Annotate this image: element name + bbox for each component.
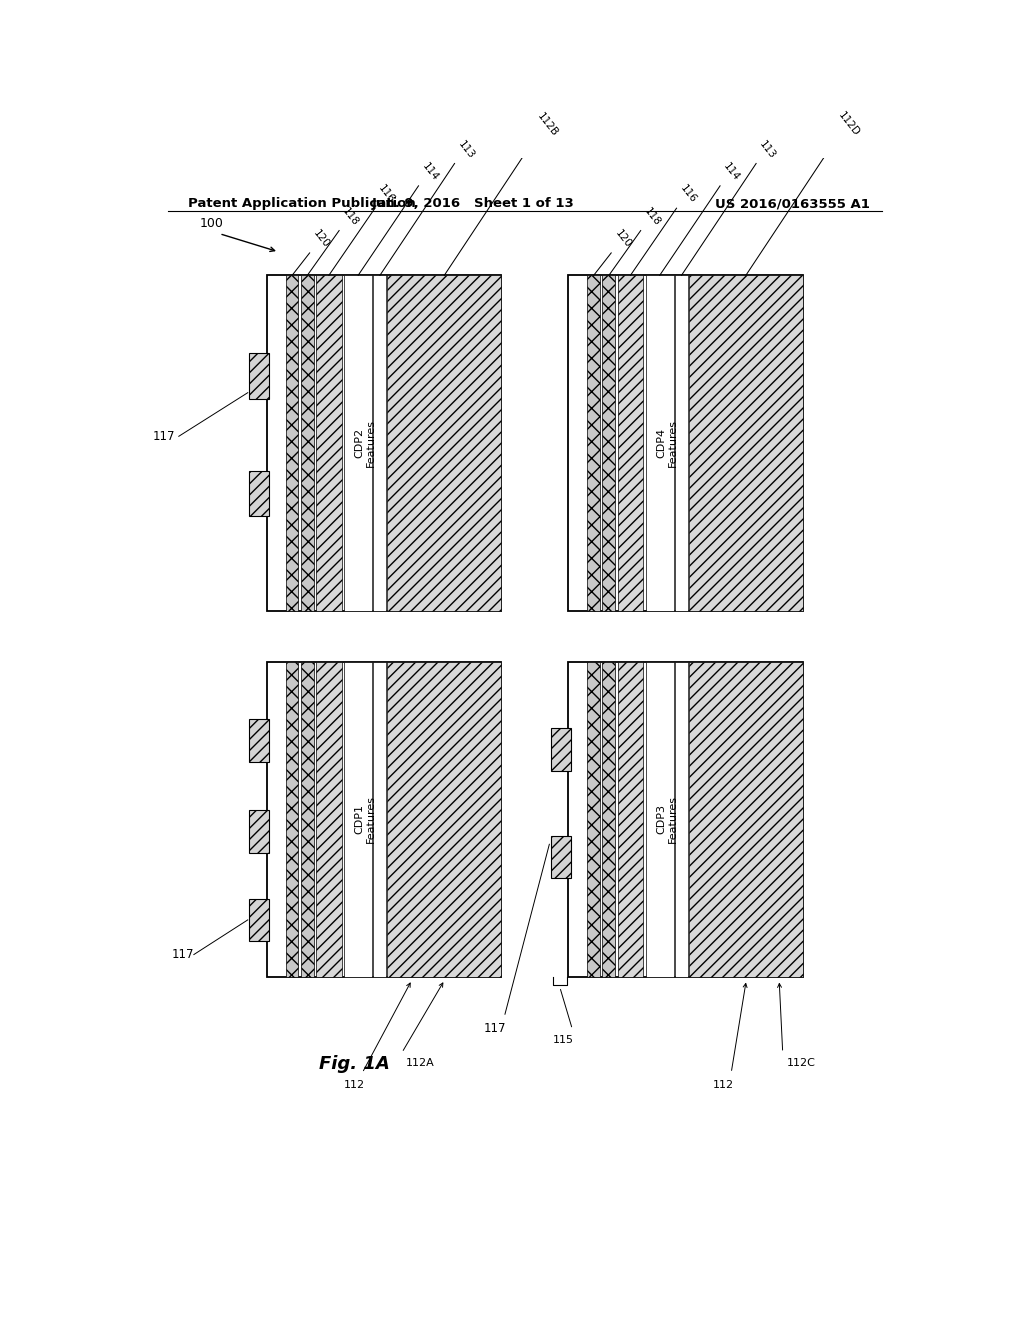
Text: 113: 113 — [456, 139, 476, 161]
Text: 112B: 112B — [535, 111, 559, 139]
Bar — [617, 661, 643, 977]
Bar — [675, 661, 688, 977]
Bar — [602, 276, 615, 611]
Text: CDP1
Features: CDP1 Features — [354, 795, 376, 843]
Bar — [675, 276, 688, 611]
Bar — [250, 471, 269, 516]
Bar — [646, 276, 674, 611]
Bar — [568, 276, 803, 611]
Bar — [250, 719, 269, 762]
Bar — [250, 899, 269, 941]
Text: CDP4
Features: CDP4 Features — [656, 418, 678, 467]
Bar — [250, 354, 269, 399]
Text: 112C: 112C — [786, 1057, 815, 1068]
Bar — [602, 661, 615, 977]
Bar — [301, 661, 313, 977]
Text: 112: 112 — [713, 1080, 734, 1090]
Bar — [689, 661, 803, 977]
Text: 114: 114 — [722, 161, 741, 182]
Text: 114: 114 — [420, 161, 440, 182]
Bar — [316, 276, 342, 611]
Text: 120: 120 — [311, 228, 331, 249]
Text: 120: 120 — [612, 228, 633, 249]
Bar — [689, 276, 803, 611]
Text: CDP3
Features: CDP3 Features — [656, 795, 678, 843]
Text: 100: 100 — [200, 216, 223, 230]
Bar — [387, 661, 501, 977]
Bar — [551, 729, 570, 771]
Text: 117: 117 — [483, 1022, 506, 1035]
Bar — [387, 276, 501, 611]
Bar — [568, 661, 803, 977]
Bar — [301, 276, 313, 611]
Bar — [646, 661, 674, 977]
Text: 117: 117 — [154, 430, 176, 442]
Text: 112D: 112D — [837, 110, 861, 139]
Text: CDP2
Features: CDP2 Features — [354, 418, 376, 467]
Text: 118: 118 — [642, 206, 663, 227]
Bar — [250, 810, 269, 853]
Text: 116: 116 — [678, 183, 698, 205]
Text: 117: 117 — [172, 948, 195, 961]
Bar — [316, 661, 342, 977]
Bar — [551, 836, 570, 878]
Text: Patent Application Publication: Patent Application Publication — [187, 197, 416, 210]
Bar — [344, 661, 373, 977]
Text: 115: 115 — [552, 1035, 573, 1044]
Bar — [267, 276, 501, 611]
Bar — [374, 661, 386, 977]
Bar — [587, 276, 600, 611]
Bar — [344, 276, 373, 611]
Text: 118: 118 — [341, 206, 360, 227]
Text: 112A: 112A — [406, 1057, 434, 1068]
Bar — [617, 276, 643, 611]
Text: Jun. 9, 2016   Sheet 1 of 13: Jun. 9, 2016 Sheet 1 of 13 — [372, 197, 574, 210]
Bar — [286, 661, 298, 977]
Bar — [587, 661, 600, 977]
Text: Fig. 1A: Fig. 1A — [318, 1055, 389, 1073]
Text: 113: 113 — [758, 139, 778, 161]
Bar — [374, 276, 386, 611]
Text: US 2016/0163555 A1: US 2016/0163555 A1 — [715, 197, 870, 210]
Text: 116: 116 — [377, 183, 396, 205]
Bar — [286, 276, 298, 611]
Text: 112: 112 — [344, 1080, 365, 1090]
Bar — [267, 661, 501, 977]
